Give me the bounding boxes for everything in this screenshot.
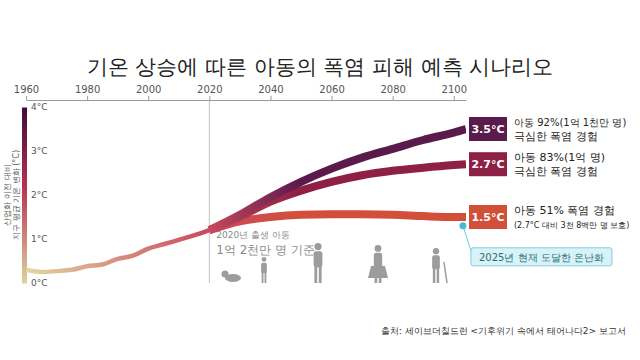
series-label: 3.5°C 아동 92%(1억 1천만 명) 극심한 폭염 경험 xyxy=(469,117,626,143)
x-tick-mark xyxy=(87,96,88,100)
series-label-box xyxy=(469,205,507,229)
x-tick-label: 2020 xyxy=(197,84,222,95)
x-axis-line xyxy=(27,100,467,101)
series-label: 1.5°C 아동 51% 폭염 경험 (2.7°C 대비 3천 8백만 명 보호) xyxy=(469,204,629,230)
y-tick: 1°C xyxy=(24,234,48,244)
child-leg xyxy=(262,271,264,283)
x-tick-label: 2100 xyxy=(442,84,467,95)
x-tick: 1960 xyxy=(14,84,39,100)
source-text: 출처: 세이브더칠드런 <기후위기 속에서 태어나다2> 보고서 xyxy=(381,326,626,336)
divider-line xyxy=(209,100,210,283)
series-annotation: (2.7°C 대비 3천 8백만 명 보호) xyxy=(514,221,629,230)
y-axis-title: 지구 평균 기온 변화 (°C) xyxy=(12,150,21,240)
elder xyxy=(432,248,447,283)
x-tick-label: 1980 xyxy=(75,84,100,95)
series-label-box xyxy=(469,117,507,141)
x-tick-mark xyxy=(209,96,210,100)
x-tick-mark xyxy=(148,96,149,100)
x-tick: 2040 xyxy=(258,84,283,100)
adult-leg xyxy=(319,265,322,283)
woman-dress xyxy=(368,266,388,278)
x-tick-label: 2000 xyxy=(136,84,161,95)
x-tick-label: 2060 xyxy=(319,84,344,95)
x-tick: 2100 xyxy=(442,84,467,100)
baby xyxy=(222,271,242,283)
x-tick: 2000 xyxy=(136,84,161,100)
y-tick-label: 2°C xyxy=(31,190,48,200)
x-tick: 1980 xyxy=(75,84,100,100)
series-annotation: 아동 92%(1억 1천만 명) xyxy=(514,117,626,128)
y-tick: 3°C xyxy=(24,146,48,156)
note-text: 2020년 출생 아동 xyxy=(216,230,290,240)
x-tick-label: 2080 xyxy=(380,84,405,95)
series-label: 2.7°C 아동 83%(1억 명)극심한 폭염 경험 xyxy=(469,151,605,178)
x-tick-label: 2040 xyxy=(258,84,283,95)
elder-cane xyxy=(444,262,447,283)
note-text: 1억 2천만 명 기준 xyxy=(216,243,315,257)
current-warming-point xyxy=(459,222,466,229)
chart-container: 기온 상승에 따른 아동의 폭염 피해 예측 시나리오 2020년 출생 아동 1억… xyxy=(0,0,640,360)
y-tick: 2°C xyxy=(24,190,48,200)
baby-head xyxy=(222,271,229,278)
y-axis-line xyxy=(22,108,27,284)
callout-box xyxy=(471,248,612,266)
series-line xyxy=(26,230,209,272)
x-axis: 1960 1980 2000 2020 2040 2060 2080 2100 xyxy=(14,84,467,101)
y-tick-label: 1°C xyxy=(31,234,48,244)
elder-leg xyxy=(437,267,439,283)
x-tick: 2060 xyxy=(319,84,344,100)
elder-leg xyxy=(433,267,435,283)
woman-body xyxy=(374,253,382,268)
woman xyxy=(368,245,388,283)
y-axis-title: 산업화 이전 대비 xyxy=(3,164,12,225)
series-line xyxy=(209,164,466,230)
series-label-text: 3.5°C xyxy=(471,123,504,136)
series-annotation: 아동 83%(1억 명) xyxy=(514,151,605,164)
x-tick-mark xyxy=(454,96,455,100)
y-tick-label: 3°C xyxy=(31,146,48,156)
series-label-text: 2.7°C xyxy=(471,158,504,171)
x-tick-label: 1960 xyxy=(14,84,39,95)
elder-head xyxy=(433,248,439,254)
chart-svg: 기온 상승에 따른 아동의 폭염 피해 예측 시나리오 2020년 출생 아동 1억… xyxy=(0,0,640,360)
x-tick-mark xyxy=(393,96,394,100)
x-tick: 2020 xyxy=(197,84,222,100)
x-tick: 2080 xyxy=(380,84,405,100)
chart-title: 기온 상승에 따른 아동의 폭염 피해 예측 시나리오 xyxy=(87,55,554,79)
callout-text: 2025년 현재 도달한 온난화 xyxy=(479,252,604,263)
child-leg xyxy=(265,271,267,283)
lines xyxy=(26,129,466,272)
series-annotation: 아동 51% 폭염 경험 xyxy=(514,204,615,217)
y-tick: 4°C xyxy=(24,102,48,112)
adult-leg xyxy=(314,265,317,283)
child xyxy=(261,257,267,283)
y-tick-label: 0°C xyxy=(31,278,48,288)
y-tick: 0°C xyxy=(24,278,48,288)
child-head xyxy=(262,257,267,262)
woman-head xyxy=(375,245,382,252)
series-label-box xyxy=(469,152,507,176)
series-label-text: 1.5°C xyxy=(471,211,504,224)
series-annotation: 극심한 폭염 경험 xyxy=(514,130,598,143)
adult-head xyxy=(314,243,321,250)
current-warming: 2025년 현재 도달한 온난화 xyxy=(459,222,612,265)
x-tick-mark xyxy=(26,96,27,100)
x-tick-mark xyxy=(332,96,333,100)
elder-body xyxy=(432,255,440,269)
series-line xyxy=(209,129,466,230)
y-tick-label: 4°C xyxy=(31,102,48,112)
series-annotation: 극심한 폭염 경험 xyxy=(514,165,598,178)
y-axis: 0°C 1°C 2°C 3°C 4°C xyxy=(24,102,48,288)
x-tick-mark xyxy=(270,96,271,100)
